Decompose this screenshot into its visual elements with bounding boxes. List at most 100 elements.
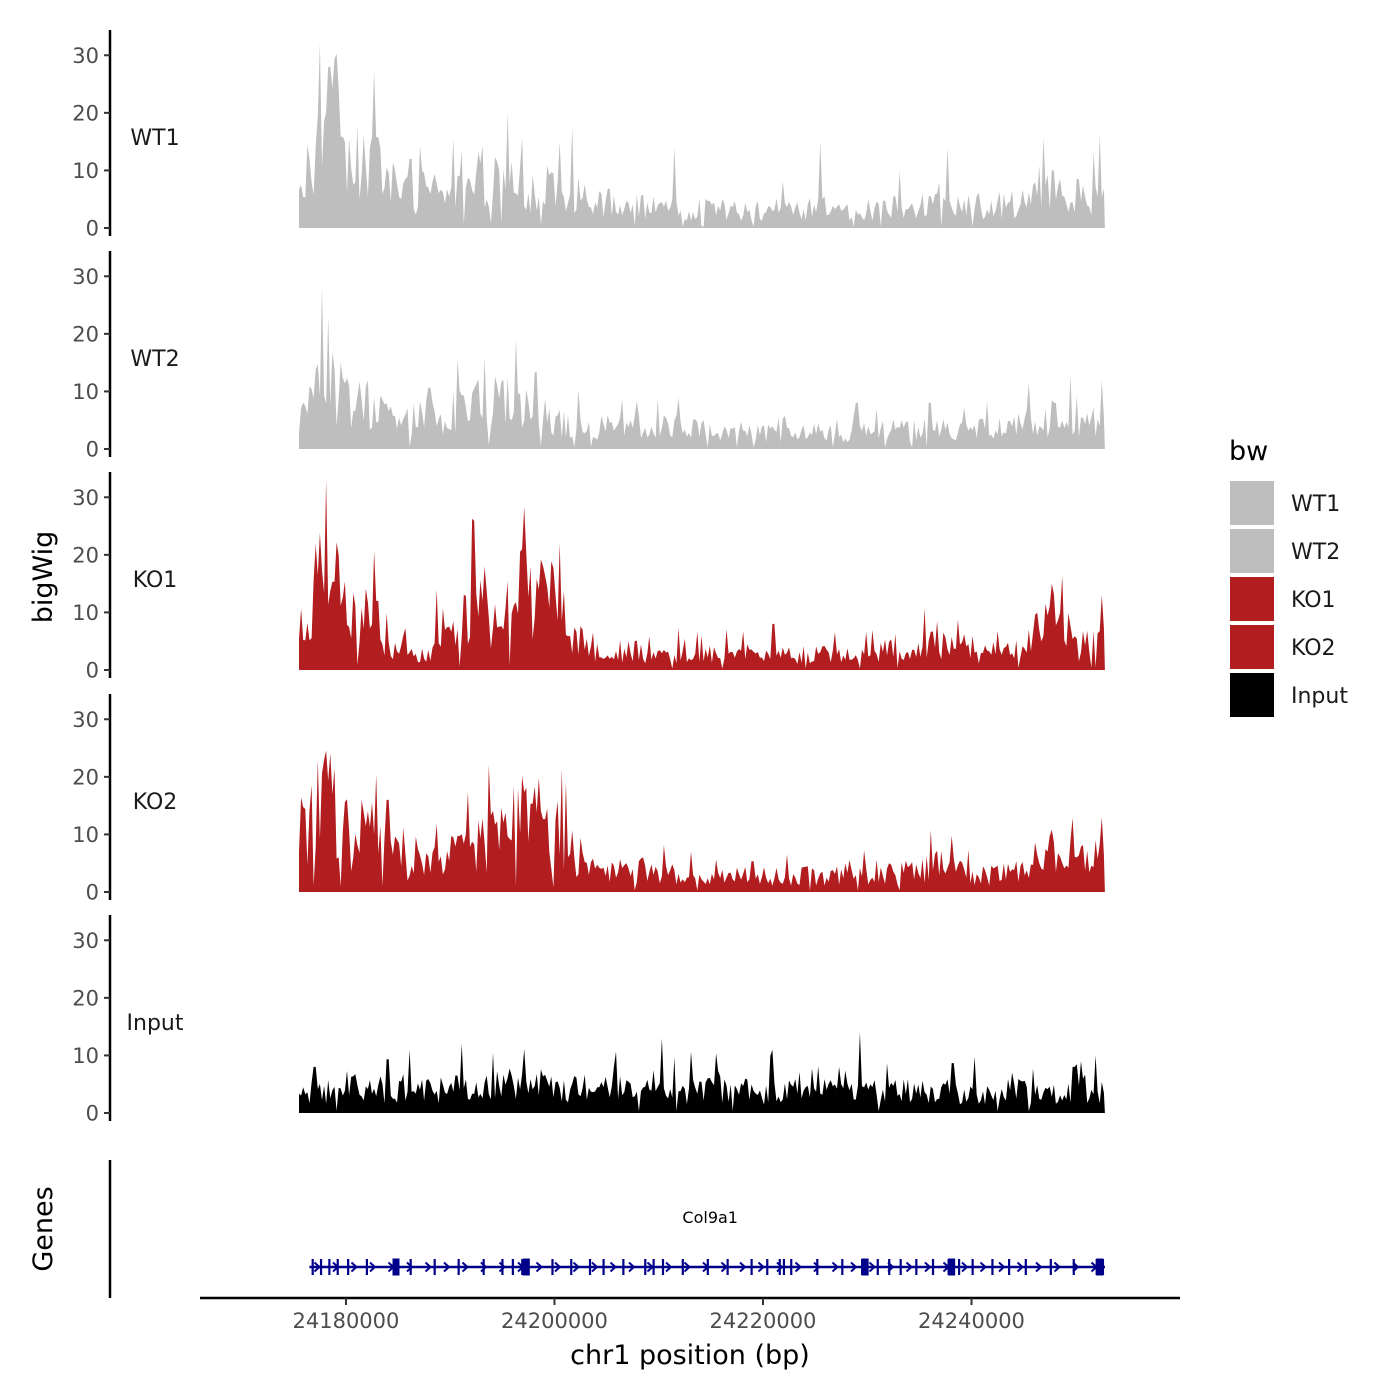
strand-arrow [794,1261,802,1273]
x-axis: 24180000 24200000 24220000 24240000 [200,1296,1180,1333]
legend-item-wt2: WT2 [1230,529,1340,573]
legend-label: WT1 [1291,492,1340,517]
track-ko2: 0 10 20 30 KO2 [72,694,1105,905]
strand-arrow [720,1261,728,1273]
y-tick-label: 30 [72,44,99,68]
track-wt1: 0 10 20 30 WT1 [72,30,1105,241]
exon [319,1259,323,1275]
exon [365,1259,369,1275]
signal-area-ko1 [299,480,1105,670]
exon [602,1259,605,1275]
exon [915,1259,918,1275]
strand-arrow [646,1261,654,1273]
strand-arrow [461,1261,469,1273]
strand-arrow [424,1261,432,1273]
strand-arrow [1016,1261,1024,1273]
legend-swatch [1230,673,1274,717]
exon [347,1259,350,1275]
legend-label: KO2 [1291,636,1336,661]
strand-arrow [1035,1261,1043,1273]
exon [1049,1259,1052,1275]
x-axis-title: chr1 position (bp) [570,1340,810,1371]
strand-arrow [813,1261,821,1273]
x-tick-label: 24180000 [293,1309,400,1333]
x-tick-label: 24200000 [501,1309,608,1333]
strand-arrow [850,1261,858,1273]
exon [336,1259,339,1275]
track-label-wt1: WT1 [130,126,179,151]
strand-arrow [665,1261,673,1273]
strand-arrow [1053,1261,1061,1273]
exon-block [861,1258,869,1276]
exon [899,1259,902,1275]
exon [782,1259,786,1275]
y-tick-label: 10 [72,1044,99,1068]
y-tick-label: 10 [72,601,99,625]
exon [457,1259,460,1275]
strand-arrow [979,1261,987,1273]
legend-item-wt1: WT1 [1230,481,1340,525]
exon [706,1259,709,1275]
strand-arrow [406,1261,414,1273]
strand-arrow [350,1261,358,1273]
signal-area-wt2 [299,287,1105,449]
track-label-input: Input [127,1011,184,1036]
strand-arrow [628,1261,636,1273]
exon-block [522,1258,530,1276]
exon [778,1259,781,1275]
exon [409,1259,412,1275]
strand-arrow [831,1261,839,1273]
exon [931,1259,935,1275]
exon [1008,1259,1011,1275]
strand-arrow [776,1261,784,1273]
legend-swatch [1230,481,1274,525]
y-tick-label: 0 [86,1102,99,1126]
exon [841,1259,844,1275]
exon [652,1259,655,1275]
y-tick-label: 0 [86,217,99,241]
exon [816,1259,819,1275]
exon [482,1259,485,1275]
y-axis-title-bigwig: bigWig [28,531,59,624]
y-tick-label: 10 [72,823,99,847]
legend-swatch [1230,625,1274,669]
exon [521,1259,524,1275]
signal-area-ko2 [299,750,1105,892]
legend-item-input: Input [1230,673,1348,717]
exon [311,1259,314,1275]
exon [766,1259,769,1275]
exon [1072,1259,1075,1275]
y-tick-label: 30 [72,265,99,289]
signal-area-wt1 [299,43,1105,228]
signal-area-input [299,1032,1105,1113]
exon [644,1259,647,1275]
signal-tracks: 0 10 20 30 WT1 0 10 20 30 WT2 0 10 20 30 KO1 0 10 20 30 KO2… [72,30,1105,1126]
exon [681,1259,684,1275]
exon [957,1259,961,1275]
track-label-ko2: KO2 [133,790,178,815]
strand-arrow [535,1261,543,1273]
strand-arrow [905,1261,913,1273]
y-tick-label: 0 [86,659,99,683]
strand-arrow [998,1261,1006,1273]
y-tick-label: 20 [72,322,99,346]
y-tick-label: 20 [72,543,99,567]
y-tick-label: 30 [72,929,99,953]
track-wt2: 0 10 20 30 WT2 [72,251,1105,462]
track-input: 0 10 20 30 Input [72,915,1105,1126]
track-label-wt2: WT2 [130,347,179,372]
legend-swatch [1230,577,1274,621]
legend-swatch [1230,529,1274,573]
y-tick-label: 20 [72,101,99,125]
y-tick-label: 20 [72,986,99,1010]
exon [511,1259,514,1275]
strand-arrow [924,1261,932,1273]
y-tick-label: 20 [72,765,99,789]
legend-item-ko1: KO1 [1230,577,1336,621]
strand-arrow [609,1261,617,1273]
y-tick-label: 0 [86,438,99,462]
exon-block [948,1258,956,1276]
exon [876,1259,879,1275]
y-tick-label: 10 [72,159,99,183]
